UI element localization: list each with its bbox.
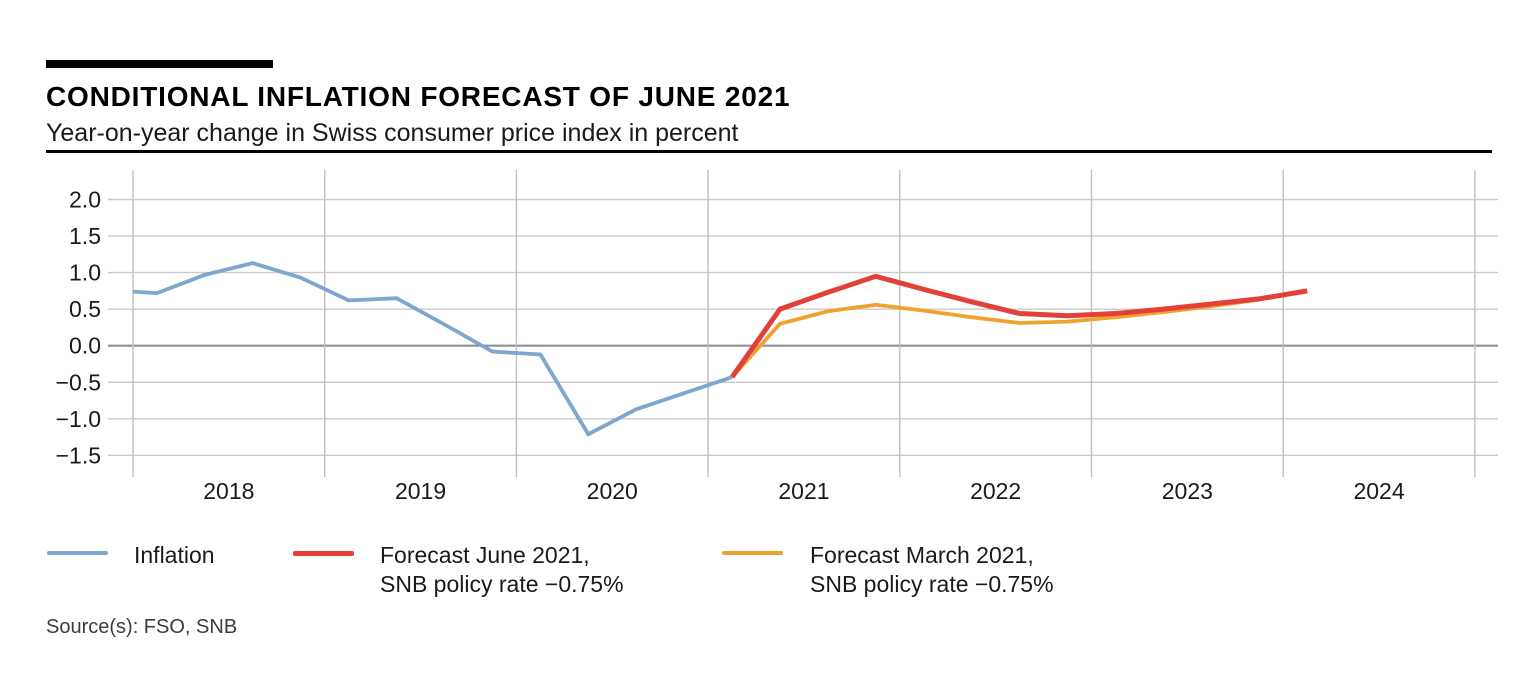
x-axis-tick-label: 2019 — [395, 478, 446, 504]
legend-swatch-forecast-march-2021 — [722, 551, 783, 555]
legend-label-line: Forecast June 2021, — [380, 542, 590, 568]
y-axis-tick-label: 0.5 — [69, 296, 101, 322]
x-axis-tick-label: 2024 — [1353, 478, 1404, 504]
series-line-forecast — [730, 273, 1308, 379]
y-axis-tick-label: −1.0 — [56, 406, 101, 432]
legend-label-forecast-march-2021: Forecast March 2021, SNB policy rate −0.7… — [810, 541, 1054, 599]
y-axis-tick-label: −0.5 — [56, 369, 101, 395]
x-axis-tick-label: 2018 — [203, 478, 254, 504]
y-axis-tick-label: 0.0 — [69, 333, 101, 359]
series-line-inflation — [132, 261, 733, 437]
y-axis-tick-label: 1.5 — [69, 223, 101, 249]
x-axis-tick-label: 2021 — [778, 478, 829, 504]
legend-label-line: SNB policy rate −0.75% — [380, 571, 624, 597]
page-title: CONDITIONAL INFLATION FORECAST OF JUNE 2… — [46, 81, 791, 112]
legend-swatch-inflation — [47, 551, 108, 555]
page-subtitle: Year-on-year change in Swiss consumer pr… — [46, 119, 739, 147]
y-axis-tick-label: 1.0 — [69, 260, 101, 286]
x-axis-tick-label: 2020 — [587, 478, 638, 504]
legend-label-line: SNB policy rate −0.75% — [810, 571, 1054, 597]
y-axis-tick-label: 2.0 — [69, 187, 101, 213]
y-axis-tick-label: −1.5 — [56, 442, 101, 468]
x-axis-tick-label: 2022 — [970, 478, 1021, 504]
source-note: Source(s): FSO, SNB — [46, 616, 238, 638]
title-accent-bar — [46, 60, 273, 68]
x-axis-tick-label: 2023 — [1162, 478, 1213, 504]
header-divider — [46, 150, 1492, 153]
legend-label-forecast-june-2021: Forecast June 2021, SNB policy rate −0.75… — [380, 541, 624, 599]
series-line-forecast — [730, 297, 1260, 379]
legend-label-inflation: Inflation — [134, 541, 215, 570]
legend-swatch-forecast-june-2021 — [293, 550, 354, 556]
legend-label-line: Forecast March 2021, — [810, 542, 1034, 568]
legend-label-line: Inflation — [134, 542, 215, 568]
